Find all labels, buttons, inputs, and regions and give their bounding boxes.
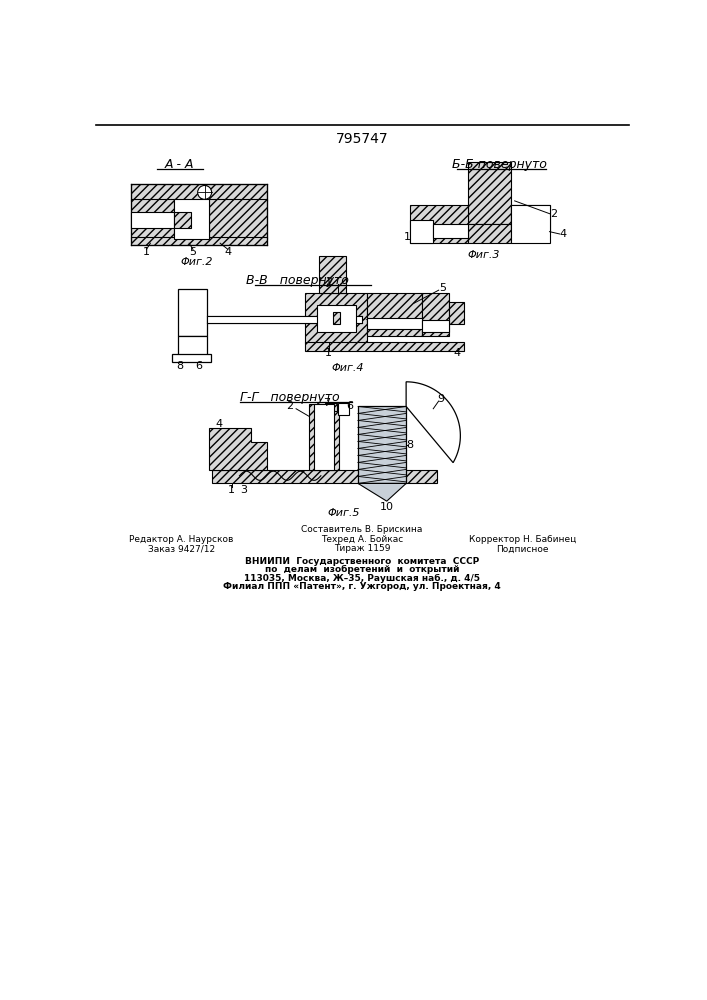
Text: 8: 8 (407, 440, 414, 450)
Text: 2: 2 (325, 277, 332, 287)
Bar (433, 224, 468, 238)
Text: 2: 2 (550, 209, 557, 219)
Text: Подписное: Подписное (496, 544, 549, 553)
Bar (131, 237, 267, 245)
Bar (131, 199, 174, 239)
Text: Б-Б повернуто: Б-Б повернуто (452, 158, 547, 171)
Bar (421, 320, 449, 332)
Text: 7: 7 (324, 398, 331, 408)
Bar (368, 293, 421, 336)
Bar (305, 342, 464, 351)
Bar (212, 470, 437, 483)
Text: 5: 5 (439, 283, 446, 293)
Polygon shape (406, 382, 460, 463)
Text: 2: 2 (286, 401, 293, 411)
Text: 6: 6 (195, 361, 202, 371)
Bar (325, 403, 337, 411)
Bar (358, 406, 406, 483)
Bar (309, 404, 339, 470)
Text: Филиал ППП «Патент», г. Ужгород, ул. Проектная, 4: Филиал ППП «Патент», г. Ужгород, ул. Про… (223, 582, 501, 591)
Text: 4: 4 (215, 419, 222, 429)
Bar (468, 224, 510, 243)
Text: 1: 1 (404, 232, 411, 242)
Text: Φиг.2: Φиг.2 (180, 257, 213, 267)
Bar (305, 293, 368, 343)
Text: 3: 3 (240, 485, 247, 495)
Bar (317, 305, 356, 332)
Bar (207, 316, 362, 323)
Bar (510, 205, 549, 243)
Text: 4: 4 (224, 247, 231, 257)
Text: Φиг.5: Φиг.5 (328, 508, 361, 518)
Bar (131, 184, 267, 201)
Bar (314, 404, 334, 470)
Bar (338, 403, 349, 415)
Polygon shape (209, 428, 267, 470)
Text: 795747: 795747 (336, 132, 388, 146)
Text: Φиг.4: Φиг.4 (332, 363, 364, 373)
Bar (410, 220, 433, 243)
Bar (410, 205, 468, 243)
Bar (332, 312, 340, 324)
Text: 113035, Москва, Ж–35, Раушская наб., д. 4/5: 113035, Москва, Ж–35, Раушская наб., д. … (244, 574, 480, 583)
Text: 1: 1 (325, 348, 332, 358)
Text: Φиг.3: Φиг.3 (467, 250, 500, 260)
Bar (174, 199, 209, 239)
Bar (320, 256, 346, 293)
Bar (131, 212, 174, 228)
Text: 5: 5 (189, 247, 197, 257)
Polygon shape (358, 483, 406, 501)
Text: 9: 9 (438, 394, 445, 404)
Text: 1: 1 (143, 247, 150, 257)
Text: Техред А. Бойкас: Техред А. Бойкас (321, 535, 403, 544)
Text: 1: 1 (228, 485, 235, 495)
Text: 4: 4 (453, 348, 460, 358)
Bar (510, 205, 549, 232)
Text: ВНИИПИ  Государственного  комитета  СССР: ВНИИПИ Государственного комитета СССР (245, 557, 479, 566)
Text: 4: 4 (559, 229, 566, 239)
Text: по  делам  изобретений  и  открытий: по делам изобретений и открытий (264, 565, 460, 574)
Bar (174, 212, 191, 228)
Text: Редактор А. Наурсков: Редактор А. Наурсков (129, 535, 233, 544)
Text: Тираж 1159: Тираж 1159 (334, 544, 390, 553)
Text: В-В   повернуто: В-В повернуто (246, 274, 349, 287)
Text: 10: 10 (380, 502, 394, 512)
Text: 6: 6 (346, 401, 353, 411)
Circle shape (198, 185, 211, 199)
Bar (209, 199, 267, 239)
Bar (172, 354, 211, 362)
Text: Г-Г   повернуто: Г-Г повернуто (240, 391, 339, 404)
Text: Корректор Н. Бабинец: Корректор Н. Бабинец (469, 535, 576, 544)
Bar (468, 162, 510, 224)
Bar (177, 336, 207, 356)
Text: Составитель В. Брискина: Составитель В. Брискина (301, 525, 423, 534)
Text: 8: 8 (176, 361, 183, 371)
Text: А - А: А - А (165, 158, 194, 171)
Bar (449, 302, 464, 324)
Text: Заказ 9427/12: Заказ 9427/12 (148, 544, 215, 553)
Bar (177, 289, 207, 336)
Bar (368, 318, 421, 329)
Bar (421, 293, 449, 336)
